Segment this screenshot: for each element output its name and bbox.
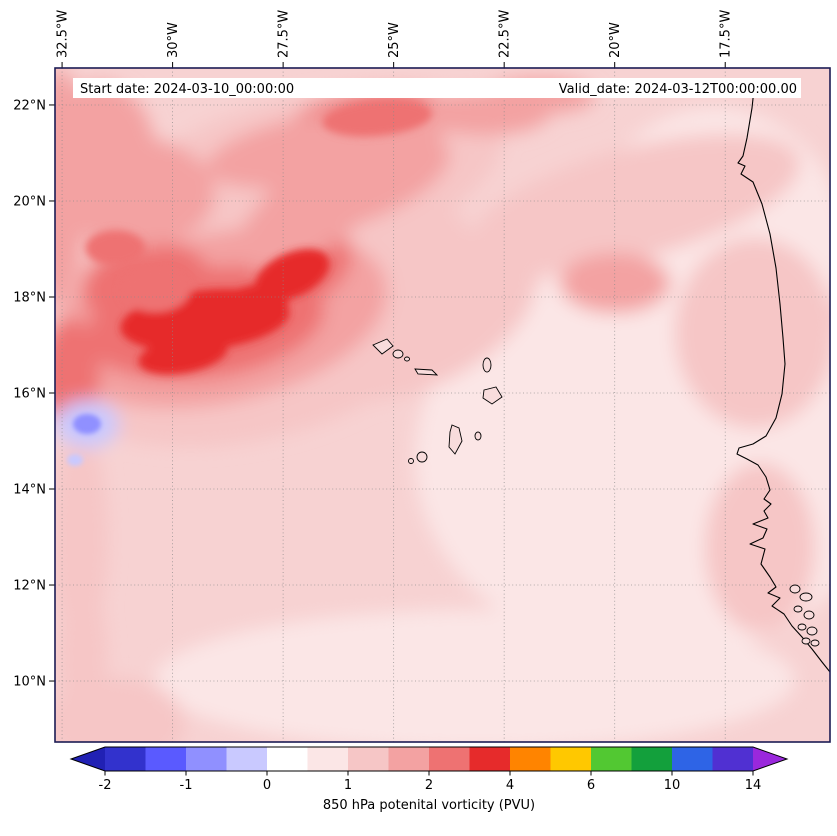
colorbar-segment: [388, 747, 430, 771]
pv-blob: [120, 268, 190, 312]
pv-field: [55, 68, 830, 742]
pv-blob: [55, 138, 215, 248]
colorbar-segment: [631, 747, 673, 771]
pv-blob: [705, 463, 815, 633]
colorbar-segment: [226, 747, 268, 771]
cape-verde-island: [416, 451, 428, 463]
lat-tick-label: 16°N: [13, 386, 46, 401]
cape-verde-island: [408, 458, 414, 464]
cape-verde-island: [372, 338, 394, 355]
lat-tick-label: 20°N: [13, 194, 46, 209]
lon-tick-label: 30°W: [166, 22, 181, 58]
pv-blob: [138, 335, 228, 375]
cape-verde-island: [474, 431, 482, 441]
colorbar-segment: [550, 747, 592, 771]
colorbar-segment: [186, 747, 228, 771]
geography-layer: [372, 79, 830, 673]
lon-tick-label: 17.5°W: [719, 10, 734, 58]
colorbar-tick-label: -2: [99, 778, 112, 793]
start-date-label: Start date: 2024-03-10_00:00:00: [80, 82, 294, 97]
title-band-bg: [73, 78, 801, 98]
lat-tick-label: 14°N: [13, 483, 46, 498]
pv-blob: [67, 454, 83, 466]
gridlines: [55, 68, 830, 742]
lon-tick-label: 27.5°W: [277, 10, 292, 58]
colorbar-tick-label: 14: [745, 778, 762, 793]
colorbar-tick-label: 1: [344, 778, 352, 793]
lon-tick-label: 32.5°W: [56, 10, 71, 58]
title-band: Start date: 2024-03-10_00:00:00 Valid_da…: [73, 78, 801, 98]
pv-blob: [560, 253, 670, 313]
colorbar-segment: [591, 747, 633, 771]
cape-verde-island: [482, 386, 503, 405]
colorbar-segment: [348, 747, 390, 771]
colorbar-tick-label: 2: [425, 778, 433, 793]
colorbar-segment: [307, 747, 349, 771]
pv-blob: [55, 678, 185, 742]
lon-tick-label: 22.5°W: [498, 10, 513, 58]
island: [793, 605, 803, 613]
colorbar-tick-label: 4: [506, 778, 514, 793]
island: [799, 592, 813, 602]
pv-blob: [254, 248, 330, 302]
colorbar-tick-label: 0: [263, 778, 271, 793]
colorbar-under-arrow: [71, 747, 105, 771]
cape-verde-island: [392, 349, 404, 359]
colorbar-segment: [145, 747, 187, 771]
pv-blob: [73, 414, 101, 434]
colorbar: -2 -1 0 1 2 4 6 10 14: [69, 746, 789, 793]
lon-tick-label: 25°W: [387, 22, 402, 58]
lat-tick-label: 12°N: [13, 579, 46, 594]
lat-tick-label: 10°N: [13, 675, 46, 690]
pv-blob: [470, 134, 800, 272]
island: [803, 610, 815, 620]
plot-border: [54, 67, 831, 743]
axes: 32.5°W 30°W 27.5°W 25°W 22.5°W 20°W 17.5°W 22°N…: [13, 10, 734, 690]
lat-tick-label: 22°N: [13, 98, 46, 113]
colorbar-tick-label: -1: [180, 778, 193, 793]
africa-coastline: [736, 79, 830, 673]
cape-verde-island: [404, 356, 410, 362]
colorbar-segment: [267, 747, 309, 771]
colorbar-segment: [672, 747, 714, 771]
island: [810, 639, 820, 647]
valid-date-label: Valid_date: 2024-03-12T00:00:00.00: [559, 82, 797, 97]
colorbar-tick-label: 10: [664, 778, 681, 793]
pv-blob: [675, 238, 830, 428]
pv-blob: [85, 230, 145, 266]
lon-tick-label: 20°W: [608, 22, 623, 58]
lat-tick-label: 18°N: [13, 290, 46, 305]
colorbar-segment: [105, 747, 147, 771]
colorbar-segment: [510, 747, 552, 771]
cape-verde-island: [448, 424, 463, 455]
cape-verde-island: [482, 357, 492, 373]
island: [806, 626, 818, 636]
colorbar-tick-label: 6: [587, 778, 595, 793]
island: [789, 584, 801, 594]
island: [801, 637, 811, 645]
pv-blob: [322, 99, 432, 137]
colorbar-segment: [469, 747, 511, 771]
colorbar-over-arrow: [753, 747, 787, 771]
colorbar-label: 850 hPa potenital vorticity (PVU): [323, 798, 535, 813]
pv-blob: [155, 610, 795, 742]
colorbar-segment: [429, 747, 471, 771]
island: [797, 623, 807, 631]
cape-verde-island: [414, 368, 439, 376]
colorbar-segment: [712, 747, 754, 771]
